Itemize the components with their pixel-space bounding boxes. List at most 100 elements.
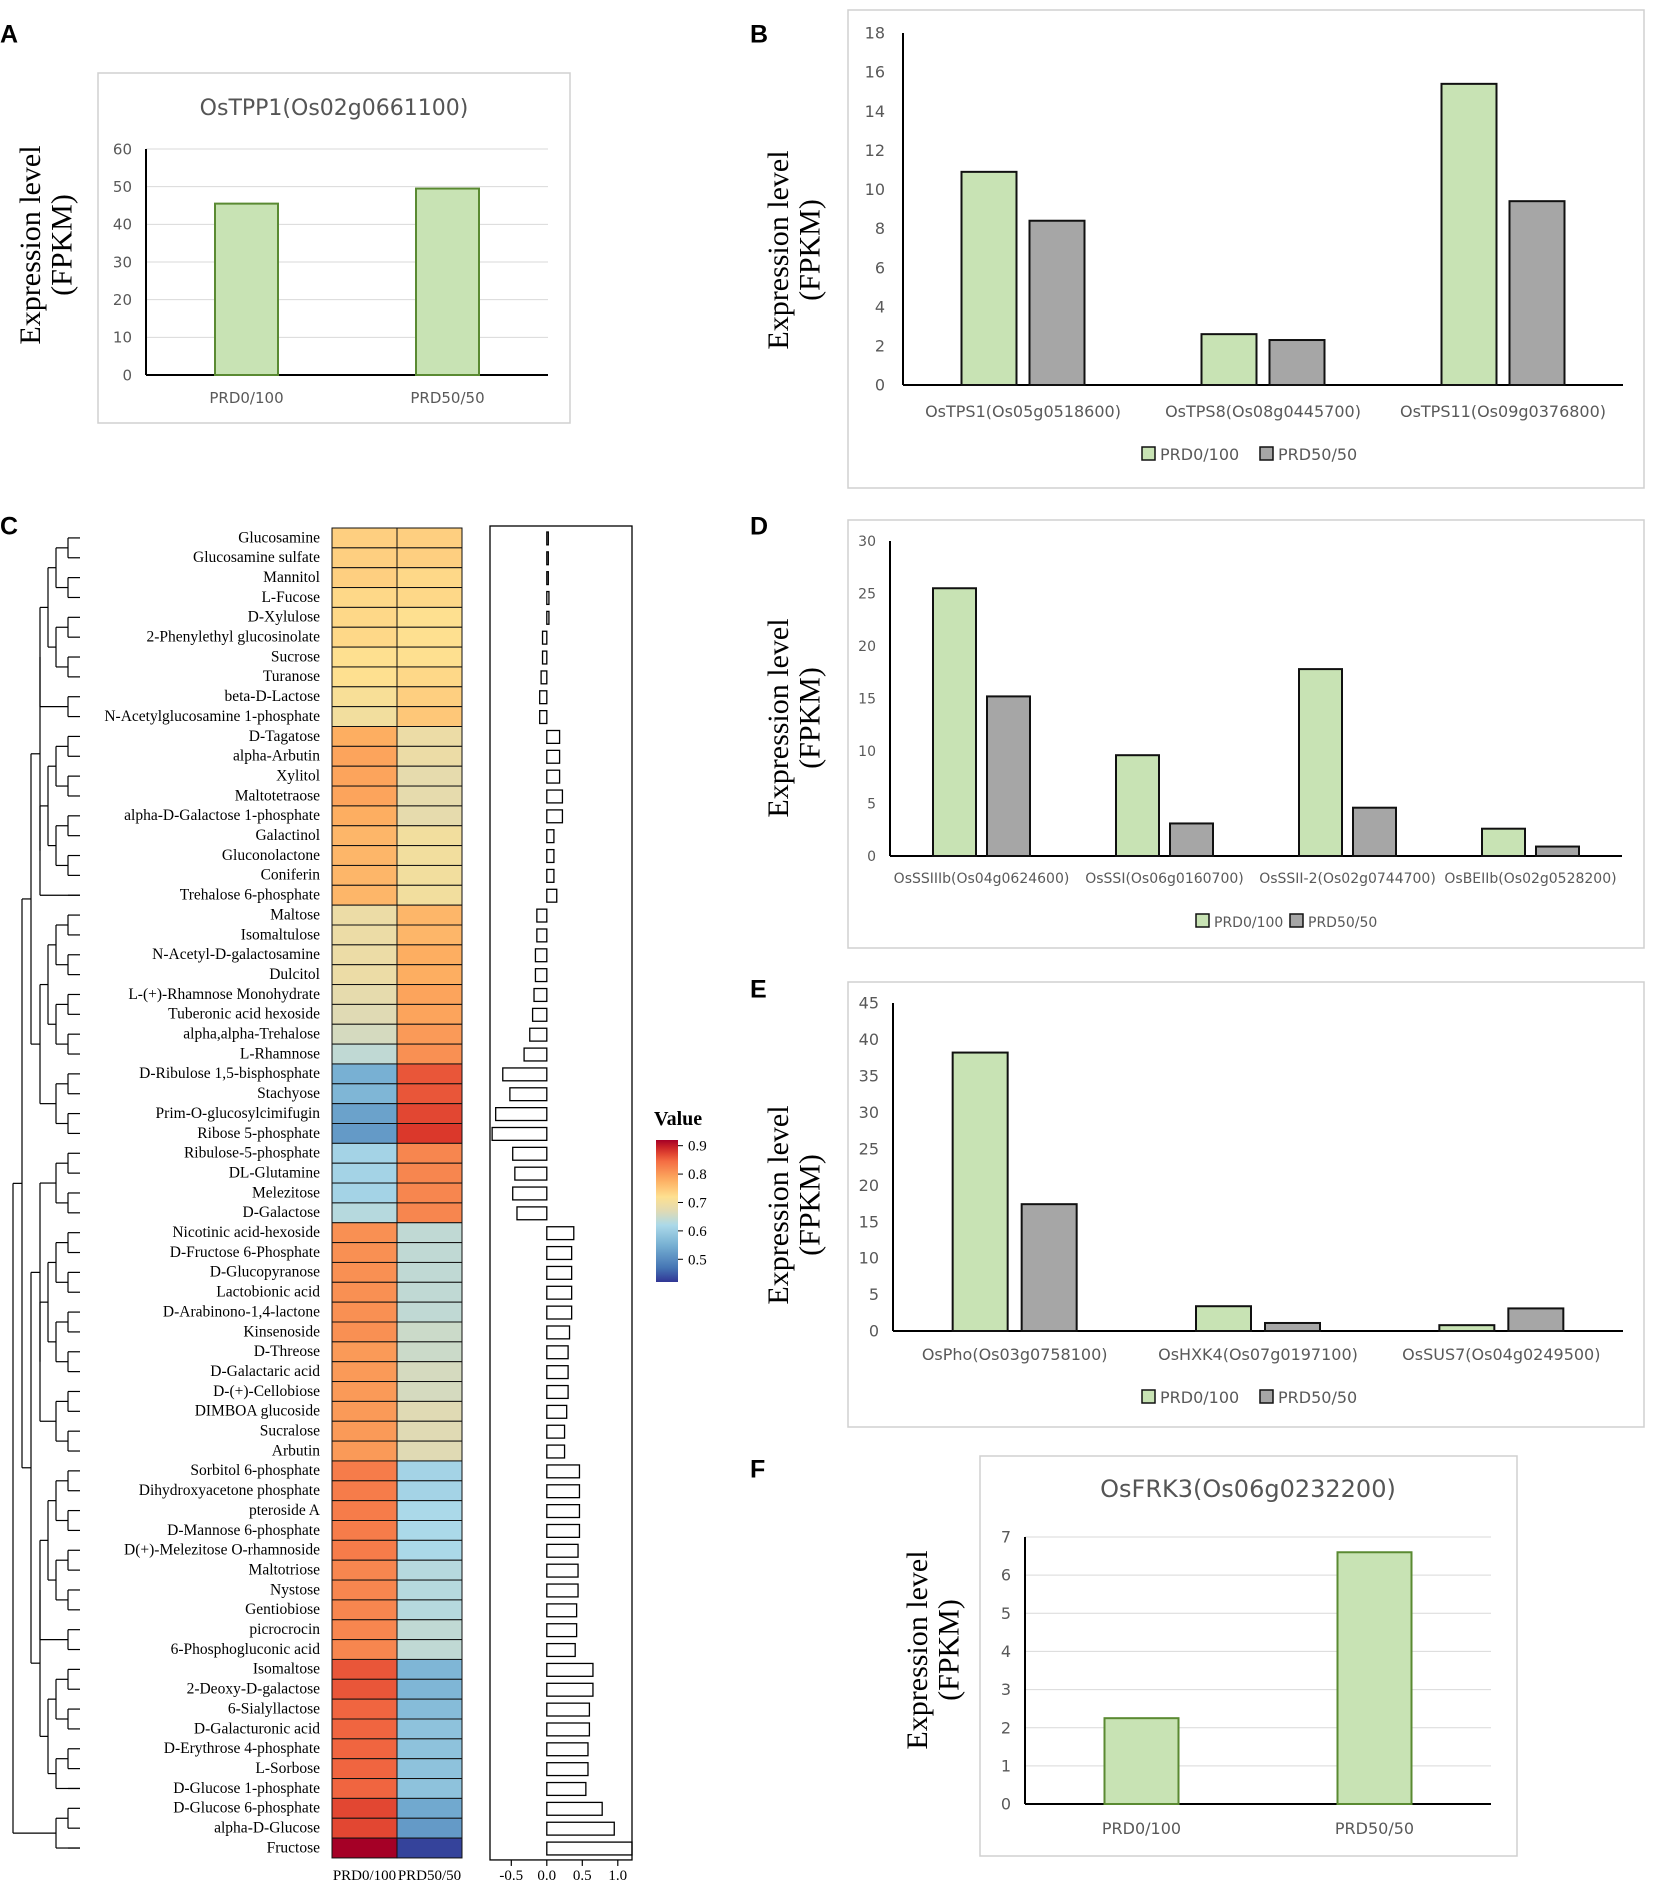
heatmap-cell: [331, 1142, 398, 1164]
bar-prd0100: [1438, 1324, 1496, 1333]
heatmap-cell: [396, 587, 463, 608]
panel-letter-e: E: [750, 976, 767, 1004]
y-tick-label: 1: [1001, 1756, 1011, 1775]
heatmap-cell: [396, 1222, 463, 1244]
heatmap-cell: [331, 626, 398, 648]
heatmap-cell: [331, 666, 398, 688]
heatmap-cell: [331, 606, 398, 628]
bar-prd0100: [1115, 754, 1160, 858]
diff-bar: [546, 1821, 615, 1836]
bar-prd0100: [1103, 1717, 1180, 1806]
bar-panel-frame: [489, 525, 633, 1861]
diff-bar: [546, 1365, 569, 1380]
heatmap-cell: [396, 547, 463, 569]
heatmap-cell: [396, 1321, 463, 1343]
heatmap-cell: [331, 1480, 398, 1502]
diff-bar: [516, 1206, 548, 1221]
y-tick-label: 4: [1001, 1642, 1011, 1661]
bar-prd5050: [1352, 806, 1397, 858]
chart-frame: [847, 519, 1645, 949]
diff-bar: [546, 531, 549, 546]
heatmap-cell: [331, 1103, 398, 1125]
heatmap-cell: [331, 1460, 398, 1482]
y-tick-label: 30: [858, 534, 876, 550]
heatmap-cell: [396, 1182, 463, 1204]
heatmap-row-label: alpha-D-Galactose 1-phosphate: [124, 807, 320, 824]
heatmap-cell: [396, 924, 463, 946]
heatmap-row-label: N-Acetyl-D-galactosamine: [152, 946, 320, 963]
heatmap-cell: [396, 567, 463, 589]
heatmap-column-label: PRD0/100: [333, 1868, 396, 1884]
legend-label: PRD50/50: [1278, 1388, 1357, 1407]
heatmap-cell: [331, 1599, 398, 1621]
heatmap-cell: [396, 1817, 463, 1839]
heatmap-cell: [396, 1400, 463, 1422]
diff-bar: [541, 630, 548, 645]
heatmap-row-label: Turanose: [263, 668, 320, 685]
y-tick-label: 30: [859, 1103, 879, 1122]
heatmap-cell: [396, 1520, 463, 1541]
heatmap-cell: [331, 845, 398, 866]
heatmap-cell: [396, 1658, 463, 1680]
heatmap-row-label: Prim-O-glucosylcimifugin: [156, 1105, 321, 1122]
heatmap-row-label: Ribose 5-phosphate: [197, 1125, 320, 1142]
heatmap-cell: [396, 1142, 463, 1164]
y-tick-label: 40: [859, 1030, 879, 1049]
heatmap-row-label: DIMBOA glucoside: [195, 1403, 320, 1420]
diff-bar: [546, 888, 558, 903]
heatmap-cell: [331, 884, 398, 906]
heatmap-cell: [331, 1817, 398, 1839]
diff-bar: [540, 670, 548, 685]
heatmap-row-label: Nystose: [270, 1581, 320, 1598]
panel-letter-a: A: [0, 21, 18, 49]
bar-prd5050: [1169, 822, 1214, 858]
y-axis-label: Expression level(FPKM): [14, 145, 79, 344]
heatmap-cell: [331, 964, 398, 986]
heatmap-cell: [331, 805, 398, 827]
y-tick-label: 10: [865, 180, 885, 199]
diff-bar: [546, 769, 561, 784]
heatmap-row-label: DL-Glutamine: [229, 1164, 320, 1181]
diff-bar: [546, 1384, 569, 1400]
heatmap-cell: [396, 845, 463, 866]
diff-bar: [546, 1245, 573, 1261]
heatmap-row-label: Maltotetraose: [235, 787, 320, 804]
heatmap-row-label: D-Threose: [254, 1343, 320, 1360]
diff-bar: [546, 1603, 578, 1618]
x-tick-label: PRD0/100: [209, 389, 283, 407]
heatmap-row-label: D-Galactose: [243, 1204, 321, 1221]
heatmap-cell: [331, 1023, 398, 1045]
heatmap-cell: [331, 1182, 398, 1204]
diff-bar: [546, 1404, 568, 1419]
heatmap-row-label: Sucrose: [271, 648, 320, 665]
diff-bar: [546, 729, 561, 745]
y-tick-label: 0: [1001, 1795, 1011, 1814]
heatmap-cell: [331, 1261, 398, 1283]
diff-bar: [546, 1583, 579, 1598]
bar-prd5050: [1268, 339, 1326, 386]
y-tick-label: 5: [867, 796, 876, 812]
heatmap-cell: [396, 1698, 463, 1720]
chart-e: Expression level(FPKM) 0 5 10 15 20 25 30 35 40 45…: [762, 981, 1645, 1428]
y-axis-label: Expression level(FPKM): [762, 618, 827, 817]
diff-bar: [509, 1087, 548, 1102]
heatmap-cell: [331, 1678, 398, 1700]
heatmap-cell: [396, 745, 463, 767]
diff-bar: [491, 1126, 548, 1142]
heatmap-cell: [396, 626, 463, 648]
heatmap-column-label: PRD50/50: [398, 1868, 461, 1884]
heatmap-cell: [396, 765, 463, 787]
bar-prd5050: [1507, 1307, 1565, 1332]
chart-a: OsTPP1(Os02g0661100) Expression level(FPK…: [14, 72, 571, 424]
heatmap-cell: [331, 1639, 398, 1660]
heatmap-cell: [331, 1500, 398, 1522]
heatmap-cell: [331, 1162, 398, 1184]
heatmap-row-label: Stachyose: [257, 1085, 320, 1102]
heatmap-cell: [331, 1400, 398, 1422]
heatmap-cell: [396, 1123, 463, 1144]
diff-bar: [546, 868, 555, 883]
y-tick-label: 40: [113, 216, 132, 234]
heatmap-cell: [331, 587, 398, 608]
heatmap-cell: [396, 1678, 463, 1700]
